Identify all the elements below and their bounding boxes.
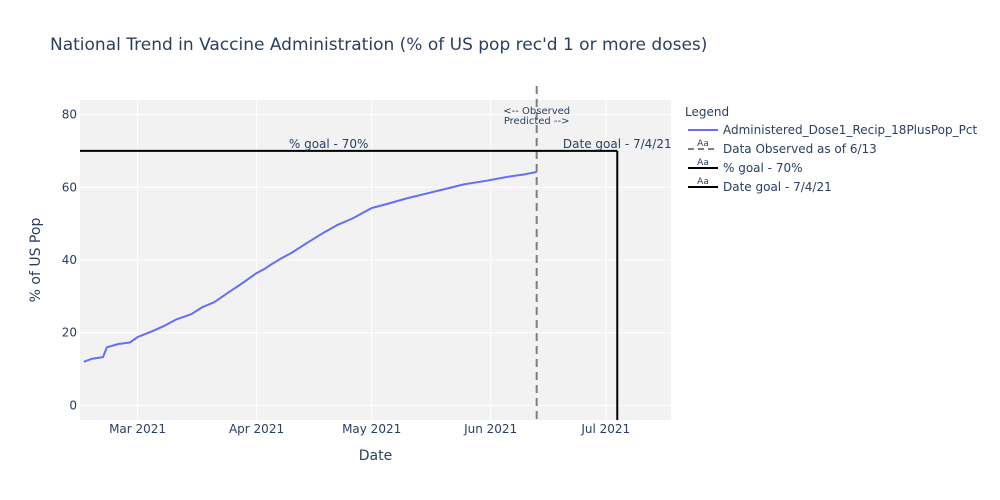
axis-ticks: 0 20 40 60 80 Mar 2021 Apr 2021 May 2021 Jun 202… [62, 108, 630, 436]
x-tick-label: Apr 2021 [229, 422, 284, 436]
legend-title: Legend [685, 105, 729, 119]
legend-item-dose1: Administered_Dose1_Recip_18PlusPop_Pct [688, 123, 977, 137]
y-tick-label: 20 [62, 326, 77, 340]
legend-label: Date goal - 7/4/21 [723, 180, 832, 194]
legend-label: Administered_Dose1_Recip_18PlusPop_Pct [723, 123, 977, 137]
date-goal-annotation: Date goal - 7/4/21 [563, 137, 672, 151]
y-axis-title: % of US Pop [28, 218, 44, 303]
y-tick-label: 0 [69, 398, 77, 412]
x-tick-label: Jul 2021 [580, 422, 630, 436]
y-tick-label: 80 [62, 108, 77, 122]
series-line-dose1 [83, 171, 537, 363]
observed-annotation: <-- Observed [503, 106, 570, 117]
x-tick-label: Jun 2021 [463, 422, 517, 436]
y-tick-label: 40 [62, 253, 77, 267]
legend-text-sample: Aa [697, 139, 709, 149]
legend-label: Data Observed as of 6/13 [723, 142, 877, 156]
legend-item-observed: Aa Data Observed as of 6/13 [688, 139, 877, 156]
legend-text-sample: Aa [697, 158, 709, 168]
annotations: % goal - 70% Date goal - 7/4/21 <-- Observ… [289, 106, 672, 151]
x-tick-label: Mar 2021 [109, 422, 166, 436]
legend-label: % goal - 70% [723, 161, 803, 175]
legend-item-pct-goal: Aa % goal - 70% [688, 158, 803, 175]
predicted-annotation: Predicted --> [504, 116, 570, 127]
legend-item-date-goal: Aa Date goal - 7/4/21 [688, 177, 832, 194]
legend: Legend Administered_Dose1_Recip_18PlusPop… [685, 105, 977, 194]
legend-text-sample: Aa [697, 177, 709, 187]
pct-goal-annotation: % goal - 70% [289, 137, 369, 151]
grid-lines [80, 100, 671, 420]
x-axis-title: Date [359, 448, 392, 464]
chart-title: National Trend in Vaccine Administration… [50, 35, 707, 55]
reference-lines [80, 86, 619, 420]
y-tick-label: 60 [62, 180, 77, 194]
x-tick-label: May 2021 [342, 422, 401, 436]
